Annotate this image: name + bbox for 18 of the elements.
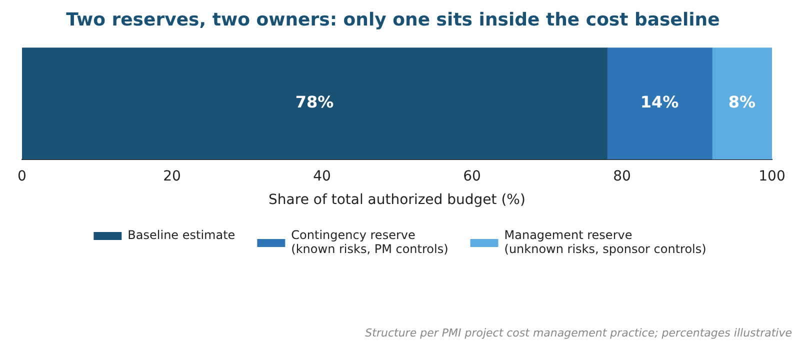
- data-label: 14%: [640, 92, 679, 112]
- bar: [22, 48, 608, 160]
- bar: [712, 48, 772, 160]
- x-tick-label: 60: [463, 168, 481, 184]
- legend-label: Management reserve (unknown risks, sponsor controls): [504, 228, 706, 256]
- x-tick-label: 20: [163, 168, 181, 184]
- bar: [606, 48, 712, 160]
- text: Structure per PMI project cost management practice; percentages illustrative: [365, 326, 792, 340]
- legend-label: Contingency reserve (known risks, PM controls): [291, 228, 448, 256]
- x-tick-label: 40: [313, 168, 331, 184]
- chart-title: Two reserves, two owners: only one sits inside the cost baseline: [66, 9, 720, 30]
- x-tick-label: 0: [18, 168, 26, 184]
- x-axis-title: Share of total authorized budget (%): [268, 192, 526, 208]
- x-tick-label: 100: [758, 168, 786, 184]
- legend-label: Baseline estimate: [128, 228, 236, 242]
- x-tick-label: 80: [613, 168, 631, 184]
- data-label: 8%: [728, 92, 756, 112]
- data-label: 78%: [295, 92, 334, 112]
